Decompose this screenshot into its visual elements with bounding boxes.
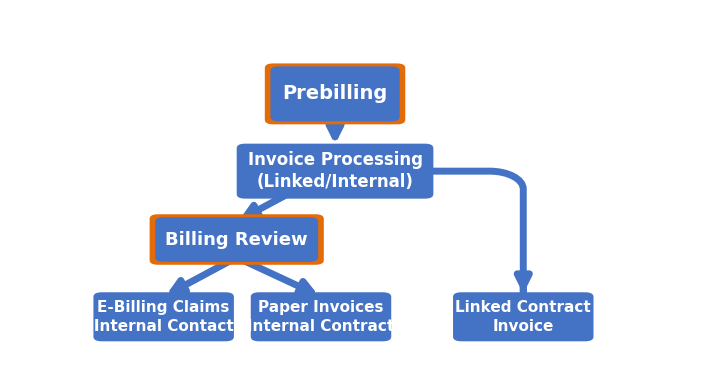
Text: Linked Contract
Invoice: Linked Contract Invoice [455,300,591,334]
FancyBboxPatch shape [251,292,392,341]
Text: Billing Review: Billing Review [165,230,308,249]
Text: Invoice Processing
(Linked/Internal): Invoice Processing (Linked/Internal) [247,151,423,191]
Text: Paper Invoices
(Internal Contract): Paper Invoices (Internal Contract) [241,300,402,334]
Text: E-Billing Claims
(Internal Contact): E-Billing Claims (Internal Contact) [87,300,241,334]
FancyBboxPatch shape [236,144,434,199]
FancyBboxPatch shape [453,292,594,341]
FancyBboxPatch shape [149,214,324,265]
FancyBboxPatch shape [270,66,399,121]
Text: Prebilling: Prebilling [283,85,388,103]
FancyBboxPatch shape [94,292,234,341]
FancyBboxPatch shape [265,63,405,124]
FancyBboxPatch shape [155,217,318,262]
